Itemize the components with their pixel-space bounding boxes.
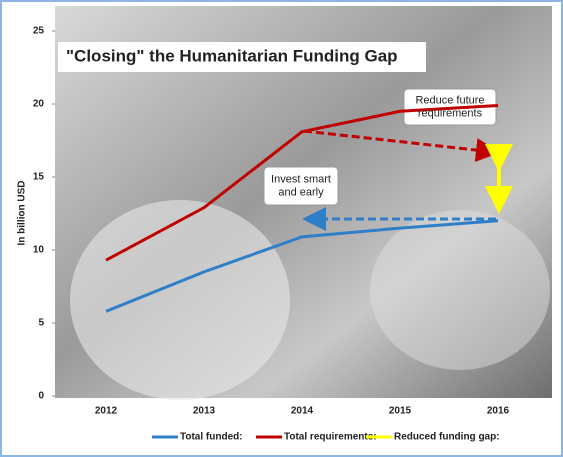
legend-label: Total funded:	[180, 432, 243, 443]
chart-title: "Closing" the Humanitarian Funding Gap	[66, 46, 398, 65]
photo-shape	[70, 200, 290, 400]
annotation: Reduce future requirements	[415, 94, 484, 119]
series-line	[105, 103, 499, 262]
y-axis-label: In billion USD	[17, 181, 28, 246]
x-tick-label: 2016	[487, 406, 510, 417]
annotation-box	[263, 166, 339, 206]
y-tick-label: 25	[33, 26, 45, 37]
y-tick-label: 0	[38, 391, 44, 402]
arrow	[303, 129, 500, 162]
photo-shape	[370, 210, 550, 370]
x-tick-label: 2012	[95, 406, 118, 417]
annotation: Invest smart and early	[271, 173, 331, 198]
legend-label: Total requirements:	[284, 432, 377, 443]
series-line	[105, 219, 499, 313]
y-tick-label: 5	[38, 318, 44, 329]
y-tick-label: 10	[33, 245, 45, 256]
x-tick-label: 2014	[291, 406, 314, 417]
x-tick-label: 2015	[389, 406, 412, 417]
legend-label: Reduced funding gap:	[394, 432, 500, 443]
x-tick-label: 2013	[193, 406, 216, 417]
title-box	[58, 42, 426, 72]
y-tick-label: 15	[33, 172, 45, 183]
y-tick-label: 20	[33, 99, 45, 110]
